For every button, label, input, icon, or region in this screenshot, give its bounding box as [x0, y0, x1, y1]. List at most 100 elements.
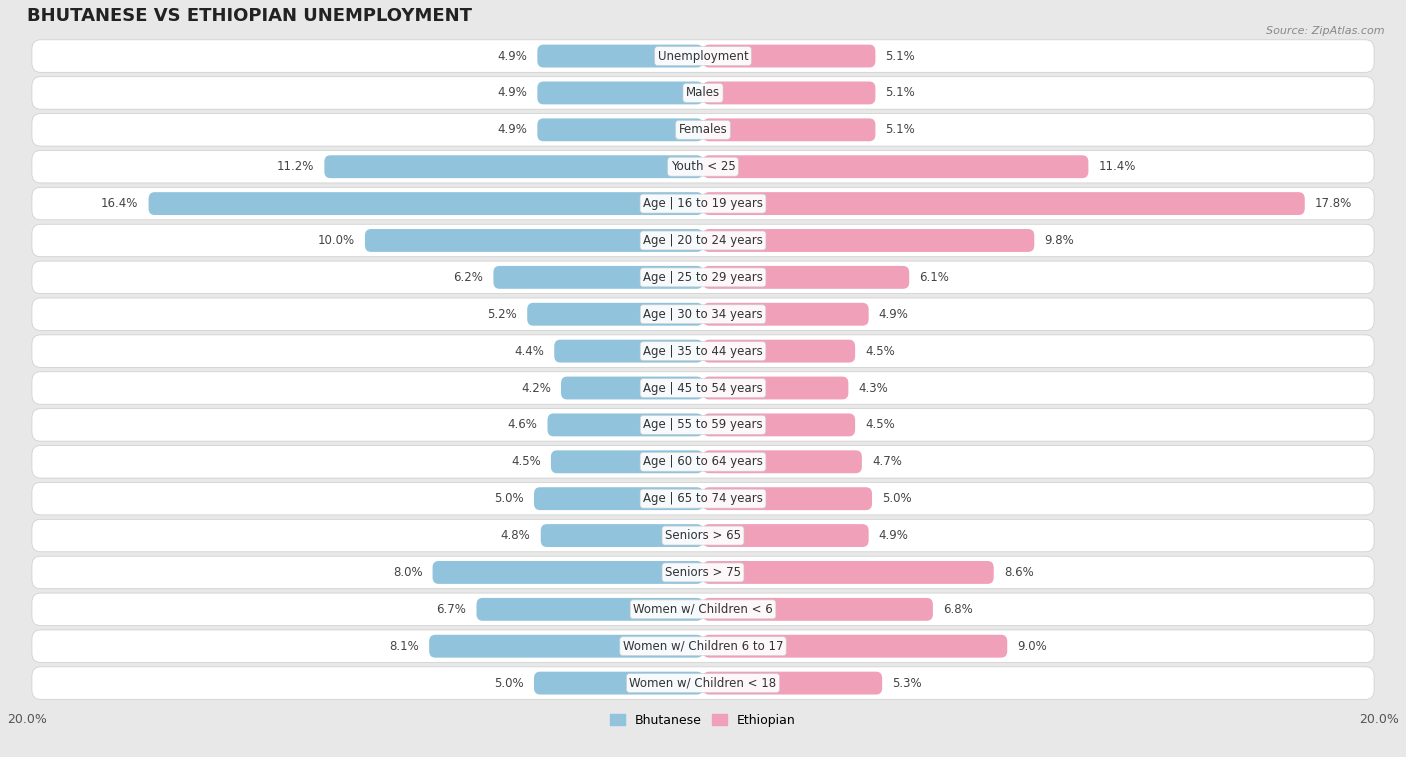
FancyBboxPatch shape — [32, 519, 1374, 552]
Text: 5.0%: 5.0% — [494, 677, 524, 690]
Text: 16.4%: 16.4% — [101, 197, 138, 210]
Text: Age | 35 to 44 years: Age | 35 to 44 years — [643, 344, 763, 357]
Text: 5.0%: 5.0% — [494, 492, 524, 505]
Text: 4.8%: 4.8% — [501, 529, 530, 542]
FancyBboxPatch shape — [703, 450, 862, 473]
Text: Unemployment: Unemployment — [658, 49, 748, 63]
Text: 9.0%: 9.0% — [1018, 640, 1047, 653]
FancyBboxPatch shape — [32, 593, 1374, 625]
FancyBboxPatch shape — [703, 671, 882, 694]
FancyBboxPatch shape — [527, 303, 703, 326]
FancyBboxPatch shape — [703, 266, 910, 289]
FancyBboxPatch shape — [703, 488, 872, 510]
FancyBboxPatch shape — [477, 598, 703, 621]
FancyBboxPatch shape — [703, 229, 1035, 252]
FancyBboxPatch shape — [149, 192, 703, 215]
Text: 4.9%: 4.9% — [879, 529, 908, 542]
FancyBboxPatch shape — [32, 40, 1374, 72]
Text: 6.7%: 6.7% — [436, 603, 467, 616]
Text: 6.2%: 6.2% — [453, 271, 484, 284]
Text: Seniors > 65: Seniors > 65 — [665, 529, 741, 542]
FancyBboxPatch shape — [703, 524, 869, 547]
FancyBboxPatch shape — [534, 488, 703, 510]
FancyBboxPatch shape — [537, 45, 703, 67]
Text: Males: Males — [686, 86, 720, 99]
FancyBboxPatch shape — [703, 192, 1305, 215]
FancyBboxPatch shape — [32, 151, 1374, 183]
Text: 4.5%: 4.5% — [865, 344, 896, 357]
Text: 4.9%: 4.9% — [498, 49, 527, 63]
Text: 9.8%: 9.8% — [1045, 234, 1074, 247]
Text: 5.2%: 5.2% — [488, 308, 517, 321]
Text: Seniors > 75: Seniors > 75 — [665, 566, 741, 579]
FancyBboxPatch shape — [325, 155, 703, 178]
Text: 6.1%: 6.1% — [920, 271, 949, 284]
FancyBboxPatch shape — [703, 598, 932, 621]
Text: 4.3%: 4.3% — [859, 382, 889, 394]
FancyBboxPatch shape — [32, 482, 1374, 515]
Text: Age | 45 to 54 years: Age | 45 to 54 years — [643, 382, 763, 394]
FancyBboxPatch shape — [703, 155, 1088, 178]
FancyBboxPatch shape — [547, 413, 703, 436]
Text: 11.2%: 11.2% — [277, 160, 314, 173]
FancyBboxPatch shape — [32, 372, 1374, 404]
FancyBboxPatch shape — [703, 413, 855, 436]
Text: 5.1%: 5.1% — [886, 49, 915, 63]
Text: Women w/ Children < 6: Women w/ Children < 6 — [633, 603, 773, 616]
Text: 8.6%: 8.6% — [1004, 566, 1033, 579]
FancyBboxPatch shape — [554, 340, 703, 363]
FancyBboxPatch shape — [429, 635, 703, 658]
Text: Age | 30 to 34 years: Age | 30 to 34 years — [643, 308, 763, 321]
FancyBboxPatch shape — [703, 82, 876, 104]
Text: Age | 60 to 64 years: Age | 60 to 64 years — [643, 455, 763, 469]
FancyBboxPatch shape — [366, 229, 703, 252]
Text: 8.1%: 8.1% — [389, 640, 419, 653]
Text: 4.7%: 4.7% — [872, 455, 901, 469]
Text: Women w/ Children 6 to 17: Women w/ Children 6 to 17 — [623, 640, 783, 653]
FancyBboxPatch shape — [433, 561, 703, 584]
Text: 4.5%: 4.5% — [510, 455, 541, 469]
FancyBboxPatch shape — [534, 671, 703, 694]
Text: 5.3%: 5.3% — [893, 677, 922, 690]
FancyBboxPatch shape — [32, 335, 1374, 367]
FancyBboxPatch shape — [32, 446, 1374, 478]
FancyBboxPatch shape — [703, 340, 855, 363]
Text: BHUTANESE VS ETHIOPIAN UNEMPLOYMENT: BHUTANESE VS ETHIOPIAN UNEMPLOYMENT — [27, 7, 472, 25]
FancyBboxPatch shape — [32, 630, 1374, 662]
Text: 11.4%: 11.4% — [1098, 160, 1136, 173]
Text: Women w/ Children < 18: Women w/ Children < 18 — [630, 677, 776, 690]
Legend: Bhutanese, Ethiopian: Bhutanese, Ethiopian — [605, 709, 801, 732]
FancyBboxPatch shape — [703, 561, 994, 584]
FancyBboxPatch shape — [537, 118, 703, 142]
FancyBboxPatch shape — [32, 667, 1374, 699]
Text: Age | 65 to 74 years: Age | 65 to 74 years — [643, 492, 763, 505]
Text: 4.9%: 4.9% — [879, 308, 908, 321]
FancyBboxPatch shape — [32, 114, 1374, 146]
Text: 5.1%: 5.1% — [886, 86, 915, 99]
Text: 17.8%: 17.8% — [1315, 197, 1353, 210]
FancyBboxPatch shape — [32, 556, 1374, 589]
Text: 4.4%: 4.4% — [515, 344, 544, 357]
Text: 4.2%: 4.2% — [522, 382, 551, 394]
Text: Source: ZipAtlas.com: Source: ZipAtlas.com — [1267, 26, 1385, 36]
Text: Age | 16 to 19 years: Age | 16 to 19 years — [643, 197, 763, 210]
Text: Age | 25 to 29 years: Age | 25 to 29 years — [643, 271, 763, 284]
Text: 6.8%: 6.8% — [943, 603, 973, 616]
FancyBboxPatch shape — [494, 266, 703, 289]
FancyBboxPatch shape — [32, 76, 1374, 109]
FancyBboxPatch shape — [32, 298, 1374, 331]
FancyBboxPatch shape — [32, 261, 1374, 294]
FancyBboxPatch shape — [32, 409, 1374, 441]
Text: 8.0%: 8.0% — [392, 566, 422, 579]
Text: 10.0%: 10.0% — [318, 234, 354, 247]
FancyBboxPatch shape — [703, 303, 869, 326]
Text: Age | 55 to 59 years: Age | 55 to 59 years — [643, 419, 763, 431]
FancyBboxPatch shape — [703, 635, 1007, 658]
Text: 5.1%: 5.1% — [886, 123, 915, 136]
Text: Age | 20 to 24 years: Age | 20 to 24 years — [643, 234, 763, 247]
FancyBboxPatch shape — [561, 376, 703, 400]
FancyBboxPatch shape — [32, 188, 1374, 220]
FancyBboxPatch shape — [703, 376, 848, 400]
FancyBboxPatch shape — [551, 450, 703, 473]
Text: Females: Females — [679, 123, 727, 136]
